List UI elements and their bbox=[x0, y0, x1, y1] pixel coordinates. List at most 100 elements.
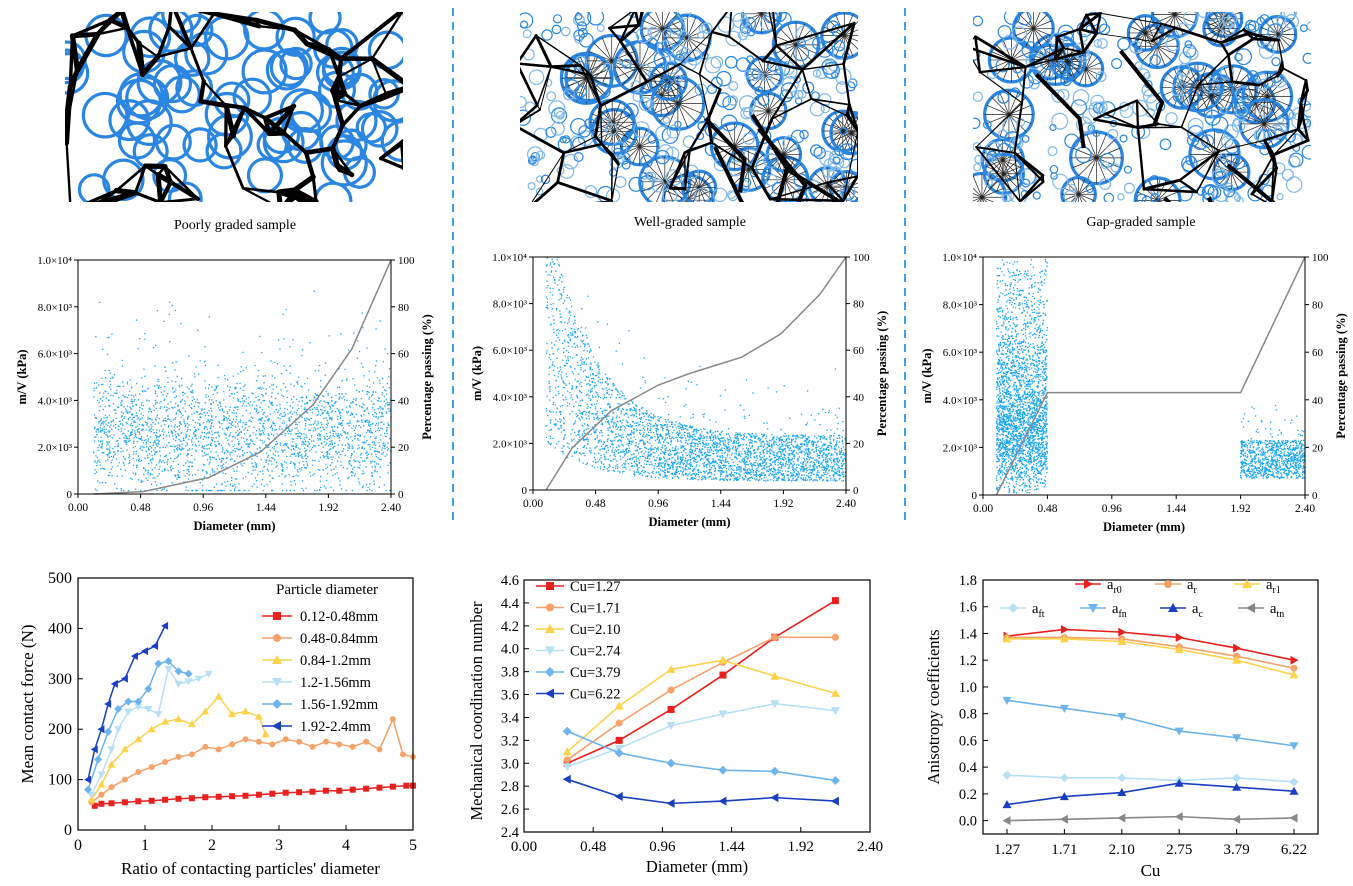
scatter-point bbox=[378, 451, 380, 454]
force-chain bbox=[536, 65, 552, 107]
scatter-point bbox=[130, 422, 133, 425]
scatter-point bbox=[138, 419, 141, 421]
scatter-point bbox=[133, 440, 135, 443]
fine-particle bbox=[555, 110, 565, 120]
scatter-point bbox=[252, 432, 254, 434]
fine-particle bbox=[1054, 61, 1069, 76]
fine-particle bbox=[596, 24, 605, 32]
scatter-point bbox=[375, 360, 378, 362]
strong-force-chain bbox=[750, 113, 790, 202]
fine-particle bbox=[1280, 12, 1296, 23]
scatter-point bbox=[341, 435, 343, 437]
contact-spoke bbox=[639, 67, 659, 86]
scatter-point bbox=[100, 398, 102, 400]
scatter-point bbox=[283, 338, 285, 340]
scatter-point bbox=[100, 418, 102, 420]
x-axis-label: Diameter (mm) bbox=[193, 519, 275, 533]
contact-spoke bbox=[1211, 95, 1221, 116]
fine-particle bbox=[1060, 74, 1072, 87]
scatter-point bbox=[365, 484, 368, 486]
force-chain bbox=[549, 64, 582, 68]
force-chain bbox=[772, 12, 778, 47]
scatter-point bbox=[127, 489, 130, 492]
fine-particle bbox=[577, 27, 588, 38]
scatter-point bbox=[167, 403, 169, 405]
scatter-point bbox=[373, 441, 375, 443]
scatter-point bbox=[322, 446, 324, 448]
force-chain bbox=[74, 31, 101, 74]
scatter-point bbox=[156, 429, 158, 431]
scatter-point bbox=[105, 428, 107, 430]
contact-spoke bbox=[832, 132, 852, 142]
force-chain bbox=[826, 181, 844, 202]
contact-spoke bbox=[1002, 159, 1022, 169]
scatter-point bbox=[304, 407, 306, 409]
contact-spoke bbox=[1244, 86, 1268, 97]
scatter-point bbox=[203, 412, 205, 414]
fine-particle bbox=[726, 190, 736, 200]
scatter-point bbox=[323, 428, 325, 431]
scatter-point bbox=[190, 385, 193, 387]
force-chain bbox=[1304, 78, 1309, 92]
scatter-point bbox=[156, 395, 159, 397]
scatter-point bbox=[171, 482, 173, 484]
scatter-point bbox=[97, 440, 100, 442]
scatter-point bbox=[114, 409, 116, 411]
scatter-point bbox=[343, 448, 345, 450]
scatter-point bbox=[346, 423, 349, 425]
scatter-point bbox=[377, 400, 380, 402]
fine-particle bbox=[832, 156, 841, 165]
scatter-point bbox=[334, 402, 336, 404]
scatter-point bbox=[168, 425, 170, 427]
scatter-point bbox=[351, 427, 353, 429]
scatter-point bbox=[232, 449, 234, 452]
scatter-point bbox=[177, 433, 179, 435]
scatter-point bbox=[360, 426, 362, 428]
scatter-point bbox=[286, 455, 288, 458]
fine-particle bbox=[638, 97, 653, 112]
scatter-point bbox=[353, 429, 356, 432]
scatter-point bbox=[366, 408, 368, 410]
scatter-point bbox=[378, 486, 380, 488]
scatter-point bbox=[173, 429, 175, 431]
scatter-point bbox=[206, 448, 208, 450]
scatter-point bbox=[380, 449, 383, 451]
scatter-point bbox=[281, 428, 283, 430]
scatter-point bbox=[737, 446, 739, 448]
scatter-point bbox=[93, 396, 95, 398]
scatter-point bbox=[158, 385, 161, 387]
scatter-point bbox=[317, 410, 320, 413]
fine-particle bbox=[1119, 134, 1128, 143]
scatter-point bbox=[594, 361, 596, 363]
scatter-point bbox=[340, 333, 342, 335]
scatter-point bbox=[172, 438, 175, 440]
scatter-point bbox=[254, 477, 257, 479]
scatter-point bbox=[381, 407, 383, 409]
scatter-point bbox=[614, 467, 617, 469]
scatter-point bbox=[170, 465, 173, 467]
scatter-point bbox=[213, 389, 215, 391]
scatter-point bbox=[372, 390, 374, 393]
fine-particle bbox=[746, 27, 756, 37]
scatter-point bbox=[336, 452, 338, 455]
scatter-point bbox=[251, 392, 253, 394]
force-chain bbox=[212, 12, 258, 23]
scatter-point bbox=[99, 461, 101, 463]
scatter-point bbox=[180, 423, 182, 425]
scatter-point bbox=[231, 436, 234, 438]
contact-spoke bbox=[1171, 12, 1175, 15]
scatter-point bbox=[172, 391, 174, 393]
scatter-point bbox=[195, 429, 198, 432]
scatter-point bbox=[248, 404, 251, 406]
scatter-point bbox=[188, 474, 191, 476]
scatter-point bbox=[157, 442, 159, 444]
force-chain bbox=[638, 12, 642, 26]
scatter-point bbox=[131, 431, 133, 433]
scatter-point bbox=[337, 433, 340, 435]
scatter-point bbox=[369, 427, 372, 430]
scatter-point bbox=[135, 466, 138, 468]
scatter-point bbox=[220, 461, 222, 463]
scatter-point bbox=[215, 387, 217, 390]
contact-spoke bbox=[1173, 68, 1183, 88]
scatter-point bbox=[363, 410, 365, 412]
